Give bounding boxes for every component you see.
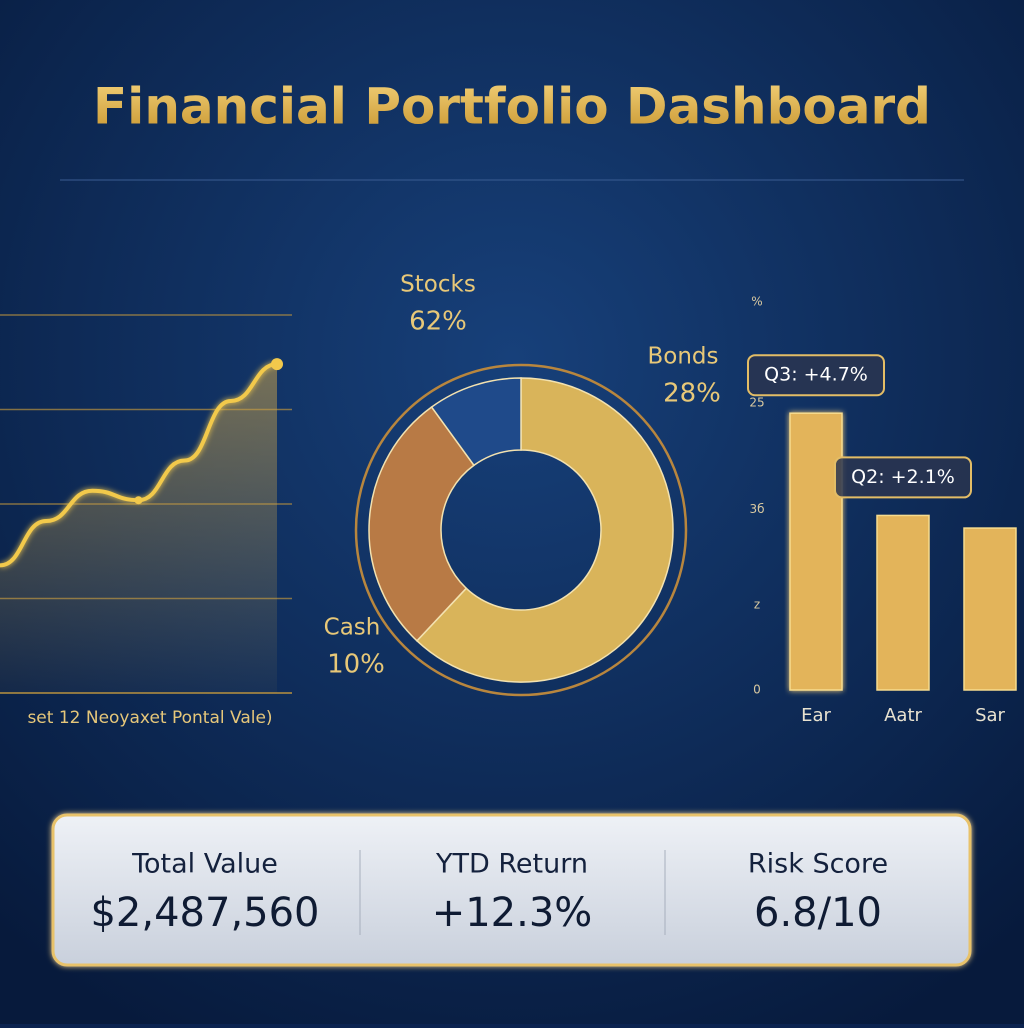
y-tick-label: 3б [749, 502, 764, 516]
slice-label: Bonds [647, 344, 718, 370]
slice-value: 28% [663, 379, 721, 409]
kpi-value: 6.8/10 [754, 890, 882, 936]
kpi-panel [51, 813, 972, 967]
bar [963, 527, 1017, 691]
donut-slice [430, 377, 522, 467]
kpi-value: $2,487,560 [90, 890, 319, 936]
y-tick-label: 25 [749, 395, 764, 409]
annotation-box [834, 456, 972, 499]
y-tick-label: 0 [753, 683, 761, 697]
kpi-label: Risk Score [748, 849, 888, 880]
x-axis-label: set 12 Neoyaxet Pontal Vale) [27, 708, 272, 728]
point [271, 358, 283, 371]
bar [789, 412, 843, 691]
donut-slice [368, 405, 476, 642]
x-tick-label: Sar [975, 705, 1005, 726]
kpi-label: YTD Return [435, 849, 588, 880]
donut-ring [354, 363, 688, 697]
x-tick-label: Ear [801, 705, 831, 726]
slice-value: 62% [409, 307, 467, 337]
donut-chart [368, 377, 674, 683]
donut-slice [415, 377, 674, 683]
line [0, 362, 278, 568]
kpi-label: Total Value [131, 849, 278, 880]
y-tick-label: z [754, 598, 760, 612]
slice-label: Stocks [400, 272, 476, 298]
area-fill [0, 364, 277, 693]
kpi-value: +12.3% [432, 890, 593, 936]
annotation: Q3: +4.7% [764, 364, 868, 386]
bar [876, 514, 930, 691]
annotation: Q2: +2.1% [851, 466, 955, 488]
slice-label: Cash [324, 615, 381, 641]
point [134, 496, 143, 505]
kpi-card [51, 813, 972, 967]
dashboard-title: Financial Portfolio Dashboard [93, 78, 931, 136]
x-tick-label: Aatr [884, 705, 922, 726]
annotation-box [747, 354, 885, 397]
slice-value: 10% [327, 650, 385, 680]
y-axis-label: % [751, 295, 762, 309]
